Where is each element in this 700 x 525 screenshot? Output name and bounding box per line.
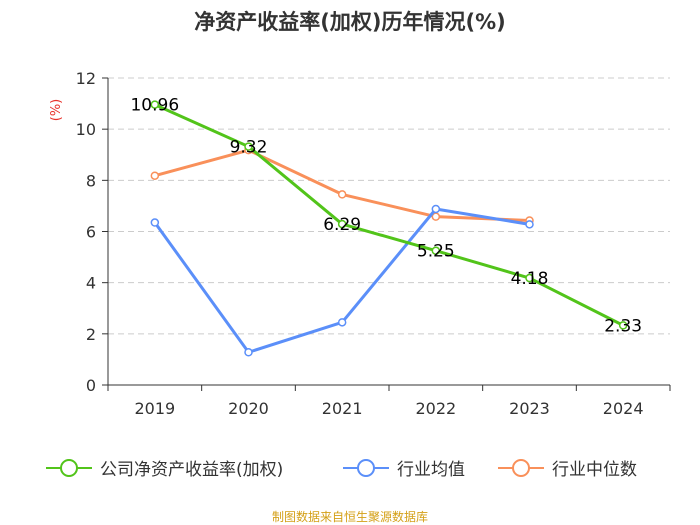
data-point	[150, 171, 160, 180]
x-tick-label: 2019	[134, 399, 175, 418]
x-tick-label: 2022	[415, 399, 456, 418]
legend-item-label[interactable]: 行业均值	[397, 460, 465, 480]
legend-item-label[interactable]: 行业中位数	[552, 460, 637, 480]
axes: 0 2 4 6 8 10 12 2019 2020 2021 2022 2023 2024 (%)	[49, 69, 671, 418]
data-label: 6.29	[323, 215, 361, 235]
data-point	[525, 273, 534, 283]
y-tick-label: 6	[86, 223, 96, 242]
data-point	[244, 142, 253, 151]
legend-marker-icon	[60, 459, 78, 477]
data-point	[150, 218, 160, 227]
y-axis-unit-label: (%)	[49, 99, 64, 122]
x-tick-label: 2021	[322, 399, 363, 418]
data-labels: 10.96 9.32 6.29 5.25 4.18 2.33	[130, 96, 642, 337]
legend-marker-icon	[512, 459, 530, 477]
y-tick-label: 4	[86, 274, 96, 293]
y-tick-label: 12	[76, 69, 96, 88]
data-point	[337, 219, 347, 229]
x-tick-label: 2024	[603, 399, 644, 418]
data-point	[337, 190, 347, 199]
series-lines	[150, 100, 628, 357]
data-point	[337, 318, 347, 327]
x-tick-label: 2023	[509, 399, 550, 418]
data-label: 5.25	[417, 242, 455, 262]
data-point	[618, 321, 628, 330]
data-label: 10.96	[130, 96, 179, 116]
series-line-industry-median	[154, 148, 530, 222]
x-tick-label: 2020	[228, 399, 269, 418]
legend-marker-icon	[357, 459, 375, 477]
data-label: 4.18	[511, 269, 549, 289]
series-line-company-roe	[154, 103, 624, 327]
chart-title: 净资产收益率(加权)历年情况(%)	[194, 10, 506, 34]
data-point	[525, 220, 534, 229]
legend[interactable]: 公司净资产收益率(加权) 行业均值 行业中位数	[46, 459, 637, 480]
y-tick-label: 10	[76, 120, 96, 139]
data-label: 9.32	[230, 138, 268, 158]
data-label: 2.33	[604, 316, 642, 336]
grid-lines	[108, 77, 670, 335]
y-tick-label: 8	[86, 171, 96, 190]
data-point	[431, 246, 441, 255]
data-point	[244, 348, 253, 357]
y-tick-label: 2	[86, 325, 96, 344]
legend-item-label[interactable]: 公司净资产收益率(加权)	[100, 460, 283, 480]
data-point	[431, 204, 441, 214]
data-point	[150, 100, 160, 109]
y-tick-label: 0	[86, 376, 96, 395]
data-source-note: 制图数据来自恒生聚源数据库	[271, 510, 428, 524]
